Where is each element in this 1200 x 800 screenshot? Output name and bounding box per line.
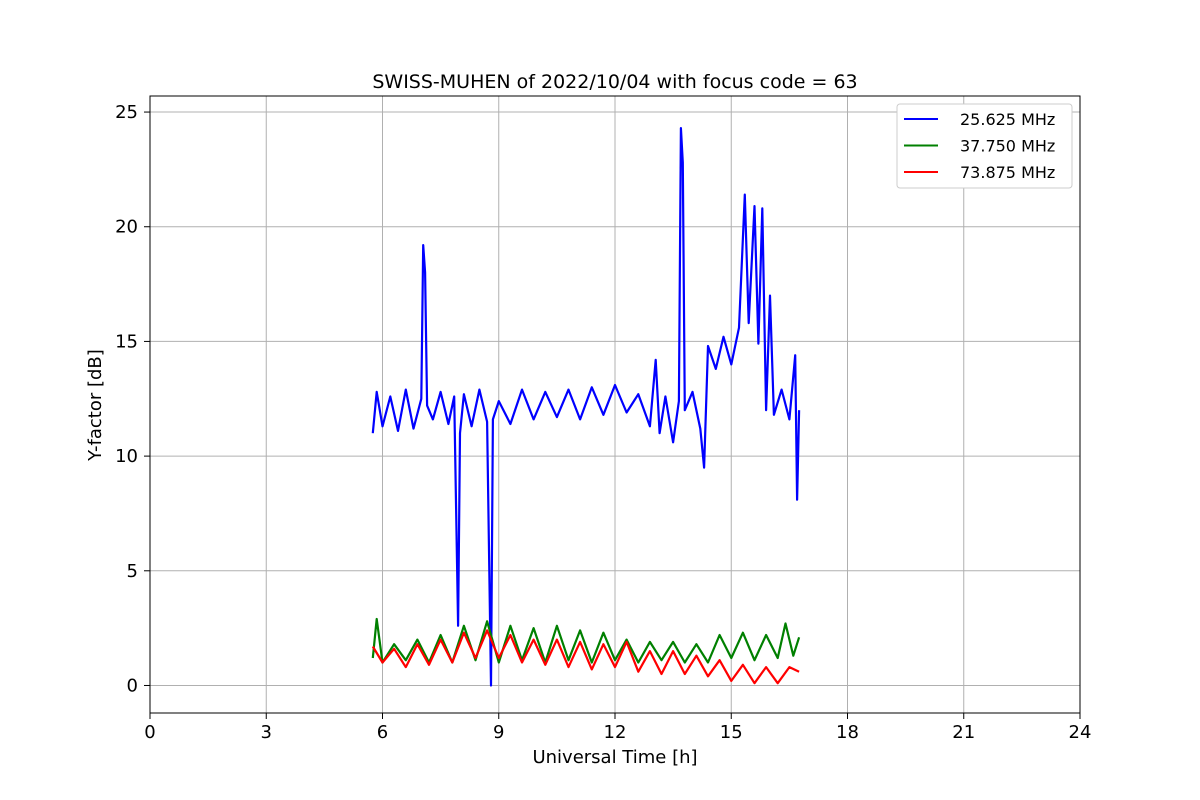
x-tick-label: 9 xyxy=(493,722,504,743)
legend-label: 37.750 MHz xyxy=(960,137,1055,156)
series-line-1 xyxy=(371,127,801,687)
series-line-3 xyxy=(371,629,800,685)
x-tick-label: 24 xyxy=(1069,722,1092,743)
y-tick-label: 20 xyxy=(115,217,138,238)
x-tick-label: 3 xyxy=(261,722,272,743)
y-axis: 0 5 10 15 20 25 xyxy=(115,102,150,696)
y-axis-label: Y-factor [dB] xyxy=(85,349,106,462)
x-tick-label: 12 xyxy=(604,722,627,743)
legend-box xyxy=(896,103,1073,189)
y-tick-label: 5 xyxy=(127,561,138,582)
y-tick-label: 25 xyxy=(115,102,138,123)
x-tick-label: 6 xyxy=(377,722,388,743)
chart-title: SWISS-MUHEN of 2022/10/04 with focus cod… xyxy=(372,71,857,93)
x-axis-label: Universal Time [h] xyxy=(532,747,697,768)
x-tick-label: 18 xyxy=(836,722,859,743)
legend-label: 25.625 MHz xyxy=(960,110,1055,129)
y-tick-label: 0 xyxy=(127,675,138,696)
x-tick-label: 0 xyxy=(144,722,155,743)
x-tick-label: 15 xyxy=(720,722,743,743)
legend-label: 73.875 MHz xyxy=(960,163,1055,182)
series-layer xyxy=(371,127,801,687)
x-tick-label: 21 xyxy=(952,722,975,743)
series-line-2 xyxy=(371,617,801,664)
x-axis: 0 3 6 9 12 15 18 21 24 xyxy=(144,713,1091,743)
y-tick-label: 15 xyxy=(115,331,138,352)
legend: 25.625 MHz 37.750 MHz 73.875 MHz xyxy=(896,103,1073,189)
y-tick-label: 10 xyxy=(115,446,138,467)
